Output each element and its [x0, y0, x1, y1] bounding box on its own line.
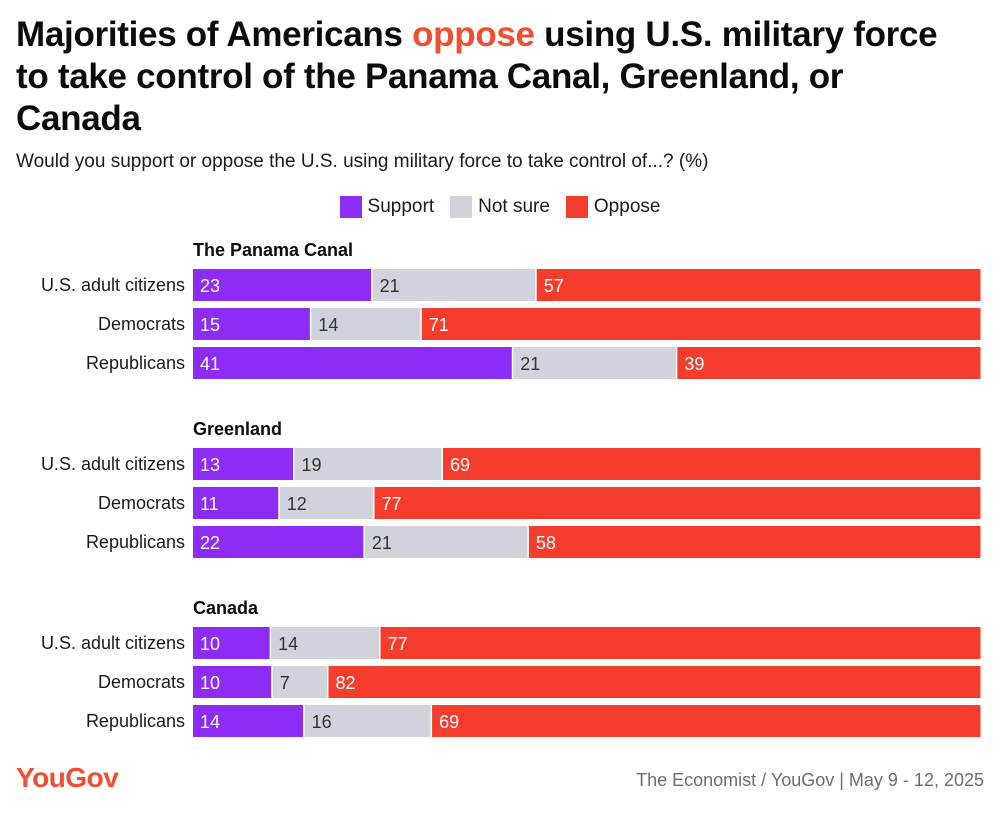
value-label-oppose-the-panama-canal-democrats: 71 — [429, 315, 449, 335]
bar-not-sure-greenland-u-s-adult-citizens — [294, 448, 442, 480]
value-label-oppose-canada-democrats: 82 — [335, 673, 355, 693]
bar-support-canada-democrats — [193, 666, 272, 698]
value-label-not-sure-the-panama-canal-democrats: 14 — [318, 315, 338, 335]
bar-oppose-canada-republicans — [432, 705, 981, 737]
legend-item-not-sure: Not sure — [450, 196, 550, 218]
bar-oppose-greenland-democrats — [374, 487, 981, 519]
group-title-the-panama-canal: The Panama Canal — [193, 240, 353, 260]
legend-swatch-not-sure — [450, 196, 473, 218]
bar-oppose-greenland-u-s-adult-citizens — [442, 448, 981, 480]
bar-support-the-panama-canal-republicans — [193, 347, 512, 379]
title-highlight: oppose — [412, 15, 535, 54]
value-label-support-the-panama-canal-u-s-adult-citizens: 23 — [200, 276, 220, 296]
value-label-support-greenland-democrats: 11 — [200, 494, 219, 514]
row-label-the-panama-canal-republicans: Republicans — [86, 353, 185, 373]
value-label-not-sure-greenland-republicans: 21 — [372, 533, 392, 553]
row-label-greenland-u-s-adult-citizens: U.S. adult citizens — [41, 454, 185, 474]
bar-not-sure-greenland-democrats — [279, 487, 373, 519]
bar-not-sure-greenland-republicans — [364, 526, 528, 558]
legend-label-support: Support — [367, 196, 435, 217]
bar-oppose-canada-democrats — [328, 666, 981, 698]
bar-not-sure-the-panama-canal-republicans — [513, 347, 676, 379]
group-title-canada: Canada — [193, 598, 259, 618]
bar-not-sure-canada-u-s-adult-citizens — [271, 627, 379, 659]
bar-not-sure-the-panama-canal-u-s-adult-citizens — [372, 269, 536, 301]
row-label-greenland-republicans: Republicans — [86, 532, 185, 552]
value-label-support-canada-u-s-adult-citizens: 10 — [200, 634, 220, 654]
title-part-1: Majorities of Americans — [16, 15, 413, 54]
row-label-the-panama-canal-democrats: Democrats — [98, 314, 185, 334]
value-label-oppose-canada-republicans: 69 — [439, 712, 459, 732]
value-label-not-sure-the-panama-canal-republicans: 21 — [520, 354, 540, 374]
legend-label-oppose: Oppose — [593, 196, 661, 217]
chart-title: Majorities of Americans oppose using U.S… — [16, 14, 976, 140]
value-label-support-greenland-u-s-adult-citizens: 13 — [200, 455, 220, 475]
row-label-canada-u-s-adult-citizens: U.S. adult citizens — [41, 633, 185, 653]
chart-subtitle: Would you support or oppose the U.S. usi… — [16, 151, 709, 172]
value-label-support-greenland-republicans: 22 — [200, 533, 220, 553]
title-part-2: using U.S. military force to take contro… — [16, 15, 938, 138]
value-label-oppose-greenland-republicans: 58 — [536, 533, 556, 553]
legend-swatch-oppose — [565, 196, 588, 218]
bar-oppose-greenland-republicans — [528, 526, 981, 558]
value-label-not-sure-canada-republicans: 16 — [312, 712, 332, 732]
bar-oppose-the-panama-canal-republicans — [677, 347, 981, 379]
row-label-canada-republicans: Republicans — [86, 711, 185, 731]
bar-not-sure-the-panama-canal-democrats — [311, 308, 421, 340]
legend-item-oppose: Oppose — [565, 196, 661, 218]
bar-support-greenland-democrats — [193, 487, 279, 519]
value-label-support-the-panama-canal-democrats: 15 — [200, 315, 220, 335]
value-label-support-canada-republicans: 14 — [200, 712, 220, 732]
value-label-oppose-the-panama-canal-republicans: 39 — [684, 354, 704, 374]
legend-item-support: Support — [339, 196, 435, 218]
value-label-not-sure-greenland-u-s-adult-citizens: 19 — [302, 455, 322, 475]
row-label-greenland-democrats: Democrats — [98, 493, 185, 513]
row-label-the-panama-canal-u-s-adult-citizens: U.S. adult citizens — [41, 275, 185, 295]
legend-label-not-sure: Not sure — [478, 196, 550, 217]
yougov-logo: YouGov — [16, 762, 119, 793]
row-label-canada-democrats: Democrats — [98, 672, 185, 692]
value-label-not-sure-canada-u-s-adult-citizens: 14 — [278, 634, 298, 654]
group-title-greenland: Greenland — [193, 419, 282, 439]
legend: Support Not sure Oppose — [0, 193, 1000, 221]
bar-support-canada-republicans — [193, 705, 304, 737]
bar-support-the-panama-canal-u-s-adult-citizens — [193, 269, 372, 301]
bar-support-greenland-u-s-adult-citizens — [193, 448, 294, 480]
value-label-not-sure-the-panama-canal-u-s-adult-citizens: 21 — [380, 276, 400, 296]
bar-oppose-canada-u-s-adult-citizens — [380, 627, 981, 659]
value-label-support-canada-democrats: 10 — [200, 673, 220, 693]
value-label-support-the-panama-canal-republicans: 41 — [200, 354, 220, 374]
value-label-oppose-the-panama-canal-u-s-adult-citizens: 57 — [544, 276, 564, 296]
bar-oppose-the-panama-canal-democrats — [421, 308, 981, 340]
value-label-oppose-greenland-u-s-adult-citizens: 69 — [450, 455, 470, 475]
value-label-oppose-greenland-democrats: 77 — [381, 494, 401, 514]
value-label-not-sure-canada-democrats: 7 — [280, 673, 290, 693]
bar-support-the-panama-canal-democrats — [193, 308, 310, 340]
bar-support-greenland-republicans — [193, 526, 364, 558]
source-note: The Economist / YouGov | May 9 - 12, 202… — [636, 770, 984, 790]
bar-not-sure-canada-republicans — [304, 705, 431, 737]
value-label-oppose-canada-u-s-adult-citizens: 77 — [387, 634, 407, 654]
bar-support-canada-u-s-adult-citizens — [193, 627, 270, 659]
bar-not-sure-canada-democrats — [272, 666, 327, 698]
bar-oppose-the-panama-canal-u-s-adult-citizens — [536, 269, 981, 301]
value-label-not-sure-greenland-democrats: 12 — [287, 494, 307, 514]
legend-swatch-support — [339, 196, 362, 218]
